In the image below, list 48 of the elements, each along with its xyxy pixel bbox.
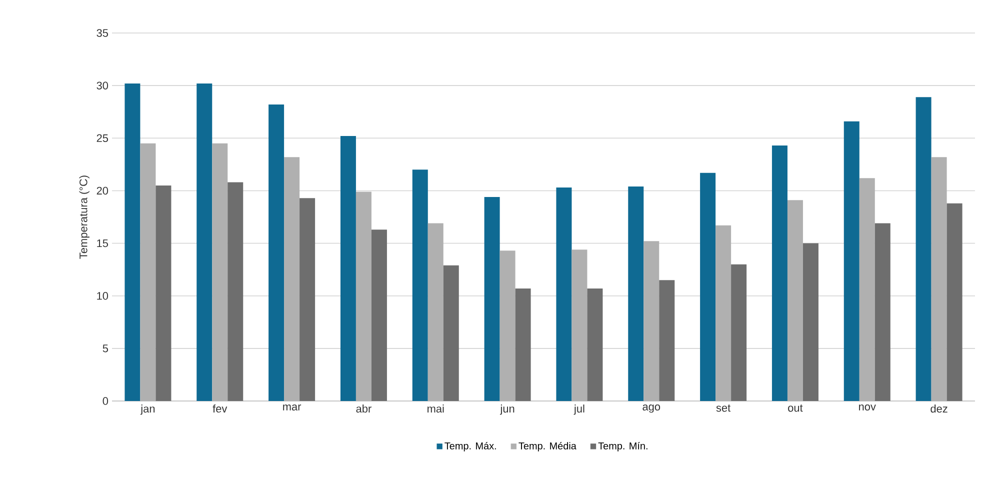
- y-tick-label: 15: [97, 239, 108, 248]
- y-tick-label: 20: [96, 186, 108, 195]
- bar: [916, 97, 932, 401]
- legend-label: Temp. Máx.: [444, 442, 496, 452]
- bar: [772, 146, 788, 401]
- bar: [587, 288, 603, 401]
- bar: [700, 172, 716, 401]
- bar: [484, 197, 500, 401]
- x-tick-label: set: [716, 404, 731, 412]
- x-tick-label: fev: [212, 404, 228, 413]
- y-tick-label: 35: [96, 29, 108, 37]
- legend-label: Temp. Média: [518, 442, 576, 452]
- bar: [946, 203, 962, 401]
- bar: [412, 170, 428, 401]
- x-tick-label: abr: [356, 404, 372, 413]
- x-tick-label: jul: [574, 404, 584, 415]
- bar: [731, 264, 747, 401]
- bar: [515, 288, 531, 401]
- bar: [628, 186, 644, 401]
- bar: [228, 182, 244, 401]
- bar: [802, 243, 818, 401]
- x-tick-label: ago: [642, 404, 660, 413]
- bar: [874, 223, 890, 401]
- x-tick-label: dez: [930, 404, 948, 413]
- x-tick-label: jan: [140, 404, 155, 415]
- y-tick-label: 30: [96, 82, 108, 90]
- legend-label: Temp. Mín.: [598, 442, 648, 452]
- bar: [443, 265, 459, 401]
- y-tick-label: 25: [96, 134, 108, 142]
- bar: [196, 83, 212, 401]
- x-tick-label: nov: [859, 404, 876, 411]
- y-tick-label: 5: [102, 344, 108, 352]
- x-tick-label: out: [788, 404, 803, 412]
- y-tick-label: 10: [97, 292, 108, 300]
- bar: [371, 230, 387, 401]
- bar: [556, 188, 572, 401]
- bar: [268, 104, 284, 401]
- bar: [659, 280, 675, 401]
- bar: [340, 136, 356, 401]
- x-tick-label: jun: [500, 404, 514, 415]
- y-tick-label: 0: [102, 397, 108, 405]
- x-tick-label: mar: [283, 404, 302, 411]
- x-tick-label: mai: [428, 404, 444, 413]
- bar: [124, 83, 140, 401]
- bar: [300, 198, 316, 401]
- bar: [156, 185, 172, 401]
- y-axis-title: Temperatura (°C): [79, 176, 90, 259]
- bar: [844, 121, 860, 401]
